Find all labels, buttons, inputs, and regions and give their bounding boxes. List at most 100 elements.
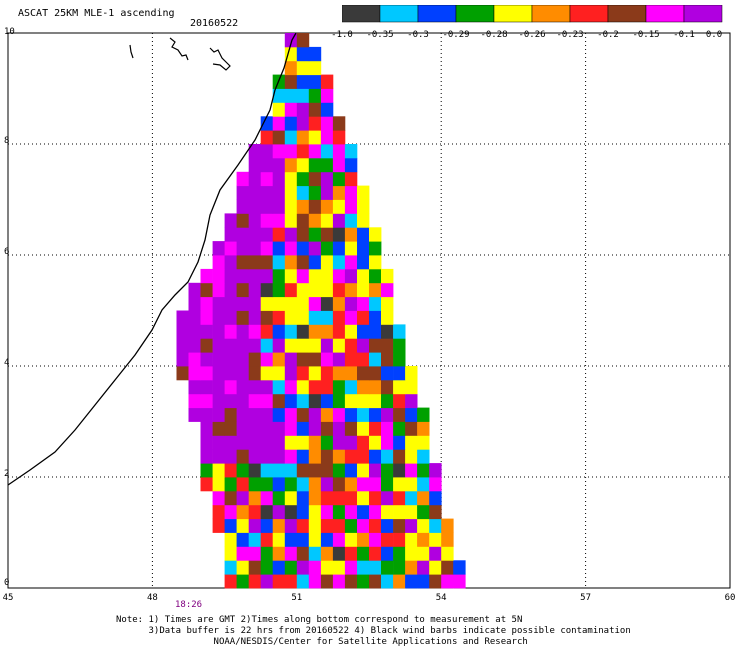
- swath-cell: [260, 199, 274, 214]
- swath-cell: [417, 407, 430, 422]
- swath-cell: [344, 407, 358, 422]
- swath-cell: [296, 241, 310, 256]
- swath-cell: [260, 393, 274, 409]
- swath-cell: [260, 435, 274, 450]
- swath-cell: [381, 393, 394, 409]
- swath-cell: [296, 46, 310, 62]
- swath-cell: [429, 477, 442, 492]
- colorbar-swatch: [607, 4, 647, 23]
- swath-cell: [369, 227, 382, 242]
- swath-cell: [224, 324, 237, 339]
- swath-cell: [272, 88, 286, 103]
- swath-cell: [332, 421, 346, 436]
- swath-cell: [332, 241, 346, 256]
- swath-cell: [308, 435, 322, 450]
- swath-cell: [224, 241, 237, 256]
- swath-cell: [429, 574, 442, 589]
- swath-cell: [200, 435, 213, 450]
- swath-cell: [320, 324, 334, 339]
- swath-cell: [284, 560, 298, 575]
- swath-cell: [236, 296, 249, 311]
- swath-cell: [272, 324, 286, 339]
- swath-cell: [320, 407, 334, 422]
- swath-cell: [248, 366, 262, 381]
- swath-cell: [344, 268, 358, 284]
- swath-cell: [393, 366, 406, 381]
- swath-cell: [188, 282, 201, 298]
- swath-cell: [308, 518, 322, 533]
- swath-cell: [296, 546, 310, 561]
- swath-cell: [272, 546, 286, 561]
- swath-cell: [224, 463, 237, 478]
- swath-cell: [369, 310, 382, 325]
- swath-cell: [272, 130, 286, 145]
- swath-cell: [332, 463, 346, 478]
- swath-cell: [381, 310, 394, 325]
- swath-cell: [272, 463, 286, 478]
- swath-cell: [212, 518, 225, 533]
- colorbar-label: -0.3: [407, 30, 429, 40]
- swath-cell: [344, 157, 358, 173]
- swath-cell: [224, 352, 237, 367]
- swath-cell: [296, 366, 310, 381]
- swath-cell: [188, 366, 201, 381]
- swath-cell: [260, 463, 274, 478]
- swath-cell: [272, 379, 286, 395]
- swath-cell: [429, 463, 442, 478]
- swath-cell: [357, 490, 370, 506]
- swath-cell: [296, 421, 310, 436]
- swath-cell: [248, 477, 262, 492]
- swath-cell: [200, 449, 213, 464]
- colorbar-label: -0.23: [556, 30, 584, 40]
- swath-cell: [272, 490, 286, 506]
- swath-cell: [248, 338, 262, 353]
- swath-cell: [332, 116, 346, 131]
- swath-cell: [200, 463, 213, 478]
- swath-cell: [429, 490, 442, 506]
- colorbar-swatch: [379, 4, 419, 23]
- swath-cell: [405, 504, 418, 520]
- colorbar-swatch: [531, 4, 571, 23]
- swath-cell: [308, 171, 322, 187]
- swath-cell: [332, 227, 346, 242]
- lat-tick-label: 8: [4, 136, 10, 146]
- swath-cell: [284, 518, 298, 533]
- swath-cell: [429, 560, 442, 575]
- swath-cell: [296, 324, 310, 339]
- swath-cell: [272, 185, 286, 200]
- swath-cell: [369, 463, 382, 478]
- swath-cell: [417, 518, 430, 533]
- swath-cell: [393, 393, 406, 409]
- swath-cell: [248, 199, 262, 214]
- swath-cell: [248, 171, 262, 187]
- swath-cell: [260, 296, 274, 311]
- swath-cell: [344, 241, 358, 256]
- swath-cell: [369, 366, 382, 381]
- swath-cell: [320, 574, 334, 589]
- swath-cell: [272, 199, 286, 214]
- swath-cell: [284, 435, 298, 450]
- swath-cell: [284, 171, 298, 187]
- swath-cell: [236, 407, 249, 422]
- swath-cell: [332, 393, 346, 409]
- swath-cell: [369, 435, 382, 450]
- swath-cell: [236, 560, 249, 575]
- swath-cell: [369, 268, 382, 284]
- swath-cell: [332, 352, 346, 367]
- swath-cell: [344, 352, 358, 367]
- swath-cell: [284, 130, 298, 145]
- swath-cell: [212, 435, 225, 450]
- swath-cell: [296, 74, 310, 89]
- swath-cell: [224, 366, 237, 381]
- swath-cell: [248, 560, 262, 575]
- swath-cell: [320, 213, 334, 228]
- swath-cell: [405, 435, 418, 450]
- colorbar-label: -0.35: [366, 30, 394, 40]
- swath-cell: [248, 449, 262, 464]
- swath-cell: [320, 463, 334, 478]
- swath-cell: [441, 560, 454, 575]
- swath-cell: [284, 477, 298, 492]
- swath-cell: [296, 435, 310, 450]
- colorbar-label: -0.1: [673, 30, 695, 40]
- swath-cell: [260, 574, 274, 589]
